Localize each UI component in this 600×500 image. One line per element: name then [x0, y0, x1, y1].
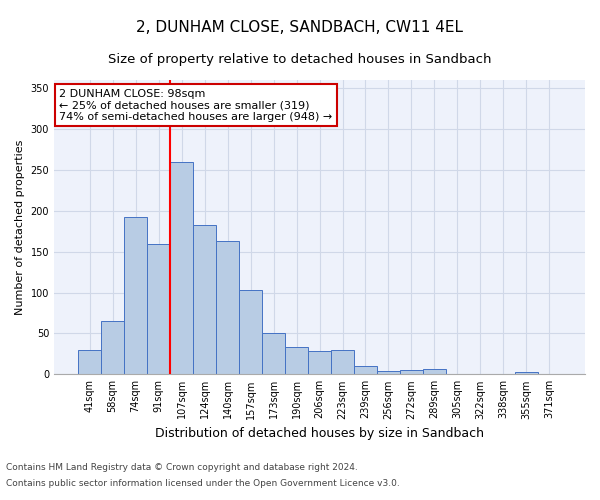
Text: 2 DUNHAM CLOSE: 98sqm
← 25% of detached houses are smaller (319)
74% of semi-det: 2 DUNHAM CLOSE: 98sqm ← 25% of detached … [59, 89, 332, 122]
Bar [170, 162, 193, 374]
Bar [124, 216, 147, 374]
Bar [262, 334, 285, 374]
Text: Size of property relative to detached houses in Sandbach: Size of property relative to detached ho… [108, 52, 492, 66]
Text: Contains HM Land Registry data © Crown copyright and database right 2024.: Contains HM Land Registry data © Crown c… [6, 464, 358, 472]
Bar [331, 350, 354, 374]
Bar [377, 371, 400, 374]
Bar [193, 224, 216, 374]
Bar [239, 290, 262, 374]
Bar [354, 366, 377, 374]
Bar [515, 372, 538, 374]
X-axis label: Distribution of detached houses by size in Sandbach: Distribution of detached houses by size … [155, 427, 484, 440]
Bar [216, 241, 239, 374]
Bar [400, 370, 423, 374]
Bar [308, 352, 331, 374]
Bar [101, 321, 124, 374]
Bar [285, 348, 308, 374]
Y-axis label: Number of detached properties: Number of detached properties [15, 140, 25, 315]
Bar [147, 244, 170, 374]
Bar [423, 370, 446, 374]
Text: Contains public sector information licensed under the Open Government Licence v3: Contains public sector information licen… [6, 478, 400, 488]
Bar [78, 350, 101, 374]
Text: 2, DUNHAM CLOSE, SANDBACH, CW11 4EL: 2, DUNHAM CLOSE, SANDBACH, CW11 4EL [137, 20, 464, 35]
